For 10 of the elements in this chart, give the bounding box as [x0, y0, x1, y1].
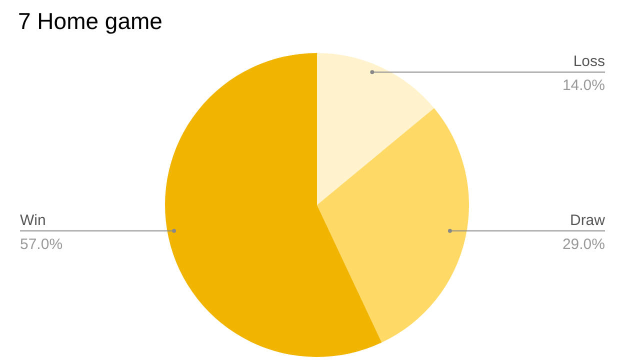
data-label: 14.0%	[562, 77, 605, 94]
pie-slice	[317, 53, 434, 205]
slice-label: Loss	[573, 53, 605, 70]
data-label: 29.0%	[562, 236, 605, 253]
chart-title: 7 Home game	[18, 8, 162, 35]
slice-label: Draw	[570, 212, 606, 229]
slice-label: Win	[20, 212, 46, 229]
data-label: 57.0%	[20, 236, 63, 253]
pie-slice	[317, 108, 469, 343]
pie-slice	[165, 53, 382, 357]
